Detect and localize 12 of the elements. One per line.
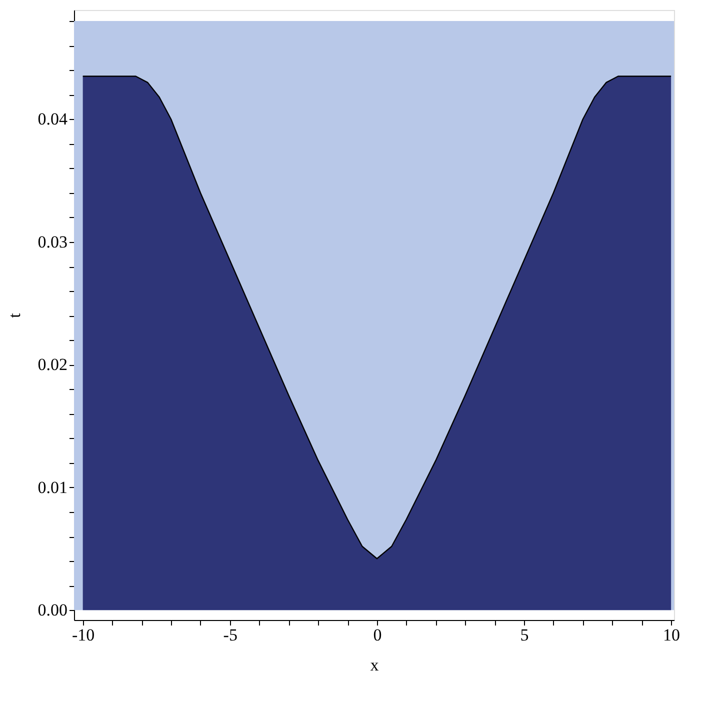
y-tick-label: 0.00 bbox=[38, 600, 68, 620]
x-axis-title: x bbox=[370, 656, 380, 674]
x-tick-label: 0 bbox=[373, 626, 382, 644]
x-tick-label: -5 bbox=[223, 626, 238, 644]
x-tick-label: 5 bbox=[520, 626, 529, 644]
y-tick-label: 0.01 bbox=[38, 478, 68, 497]
y-axis-title: t bbox=[4, 312, 24, 318]
y-tick-label: 0.04 bbox=[38, 110, 68, 129]
x-tick-label: 10 bbox=[663, 626, 680, 644]
y-tick-label: 0.03 bbox=[38, 232, 68, 252]
y-tick-label: 0.02 bbox=[38, 355, 68, 374]
x-tick-label: -10 bbox=[72, 626, 95, 644]
